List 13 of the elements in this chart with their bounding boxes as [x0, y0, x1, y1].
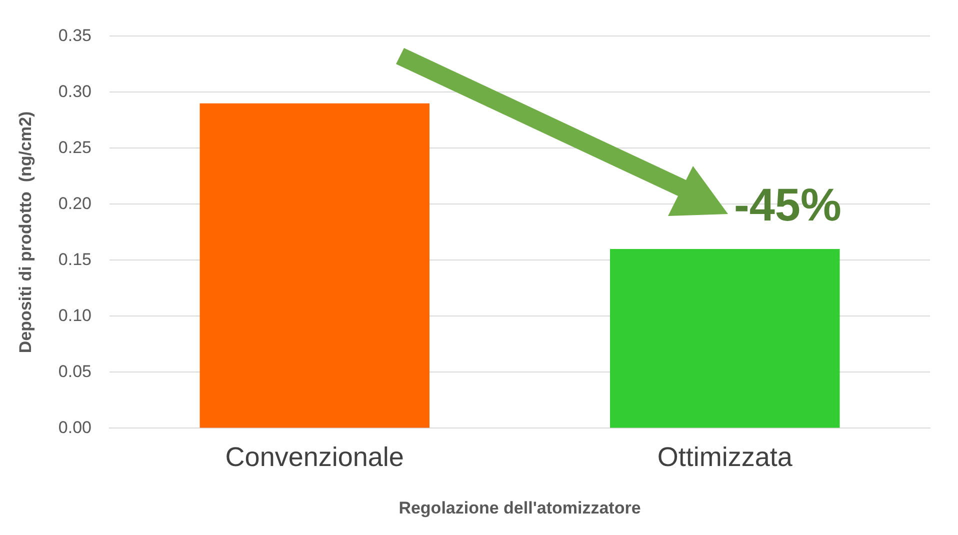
y-tick-label: 0.05 [58, 362, 92, 381]
y-tick-label: 0.25 [58, 138, 92, 157]
x-tick-label: Ottimizzata [657, 442, 794, 472]
annotation: -45% [734, 178, 842, 231]
y-tick-label: 0.35 [58, 26, 92, 45]
x-tick-label: Convenzionale [225, 442, 404, 472]
y-axis-title: Depositi di prodotto (ng/cm2) [16, 111, 35, 354]
y-tick-label: 0.20 [58, 194, 92, 213]
y-tick-label: 0.30 [58, 82, 92, 101]
y-tick-label: 0.15 [58, 250, 92, 269]
y-tick-label: 0.00 [58, 418, 92, 437]
y-tick-label: 0.10 [58, 306, 92, 325]
x-axis-title: Regolazione dell'atomizzatore [398, 498, 641, 518]
